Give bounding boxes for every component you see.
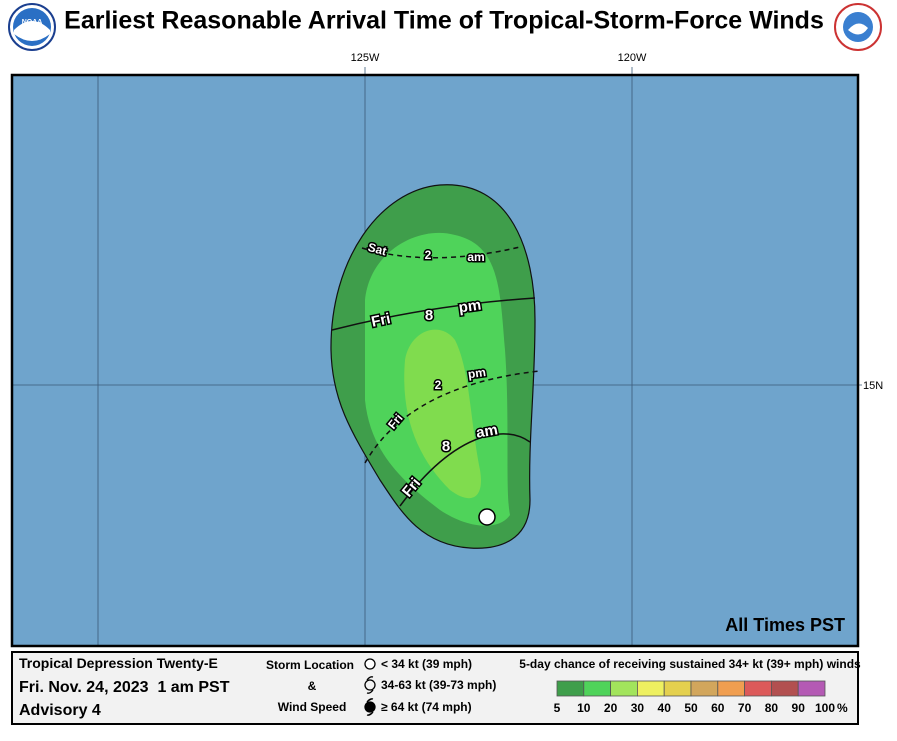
colorbar-tick: 80 (765, 701, 779, 715)
key-title: Wind Speed (278, 700, 347, 714)
legend-title: 5-day chance of receiving sustained 34+ … (519, 657, 861, 671)
key-item: ≥ 64 kt (74 mph) (381, 700, 472, 714)
colorbar-tick: 10 (577, 701, 591, 715)
colorbar-swatch (556, 680, 585, 697)
key-item: 34-63 kt (39-73 mph) (381, 678, 496, 692)
colorbar-tick: 90 (792, 701, 806, 715)
lon-label: 120W (618, 52, 647, 64)
key-item: < 34 kt (39 mph) (381, 657, 472, 671)
contour-label: am (467, 250, 484, 264)
colorbar-tick: 30 (631, 701, 645, 715)
colorbar-swatch (797, 680, 826, 697)
colorbar-swatch (717, 680, 745, 697)
colorbar-unit: % (837, 701, 848, 715)
colorbar-swatch (610, 680, 638, 697)
colorbar-swatch (771, 680, 799, 697)
colorbar-tick: 40 (658, 701, 672, 715)
contour-label: pm (458, 296, 483, 316)
colorbar-tick: 100 (815, 701, 835, 715)
colorbar-tick: 50 (684, 701, 698, 715)
colorbar-tick: 20 (604, 701, 618, 715)
storm-name: Tropical Depression Twenty-E (19, 655, 218, 671)
colorbar-tick: 60 (711, 701, 725, 715)
nws-logo (834, 3, 882, 51)
contour-label: pm (467, 365, 487, 381)
key-symbol (364, 676, 376, 694)
contour-label: Fri (370, 310, 392, 331)
storm-location (478, 508, 496, 526)
colorbar-tick: 5 (554, 701, 561, 715)
colorbar-swatch (690, 680, 719, 697)
key-symbol (364, 698, 376, 716)
advisory-number: Advisory 4 (19, 702, 101, 719)
colorbar-swatch (744, 680, 772, 697)
lat-label: 15N (863, 380, 883, 392)
advisory-time: Fri. Nov. 24, 2023 1 am PST (19, 679, 230, 696)
contour-label: 8 (425, 307, 433, 324)
map-frame (10, 73, 860, 648)
contour-label: 2 (435, 378, 442, 392)
colorbar-swatch (637, 680, 665, 697)
contour-label: 2 (425, 248, 432, 262)
contour-label: am (475, 421, 499, 442)
lon-label: 125W (351, 52, 380, 64)
noaa-logo: NOAA (8, 3, 56, 51)
contour-label: Sat (366, 240, 388, 258)
key-title: Storm Location (266, 658, 354, 672)
time-note: All Times PST (725, 615, 845, 635)
contour-label: 8 (442, 438, 450, 455)
logo-text: NOAA (22, 19, 43, 26)
zone-inner (404, 329, 481, 499)
colorbar-swatch (583, 680, 611, 697)
key-title: & (308, 679, 317, 693)
contours (331, 246, 541, 507)
colorbar: 5 10 20 30 40 50 60 70 80 90 100% (554, 680, 848, 715)
key-symbol (364, 658, 376, 670)
colorbar-tick: 70 (738, 701, 752, 715)
colorbar-swatch (663, 680, 692, 697)
title: Earliest Reasonable Arrival Time of Trop… (64, 7, 824, 35)
